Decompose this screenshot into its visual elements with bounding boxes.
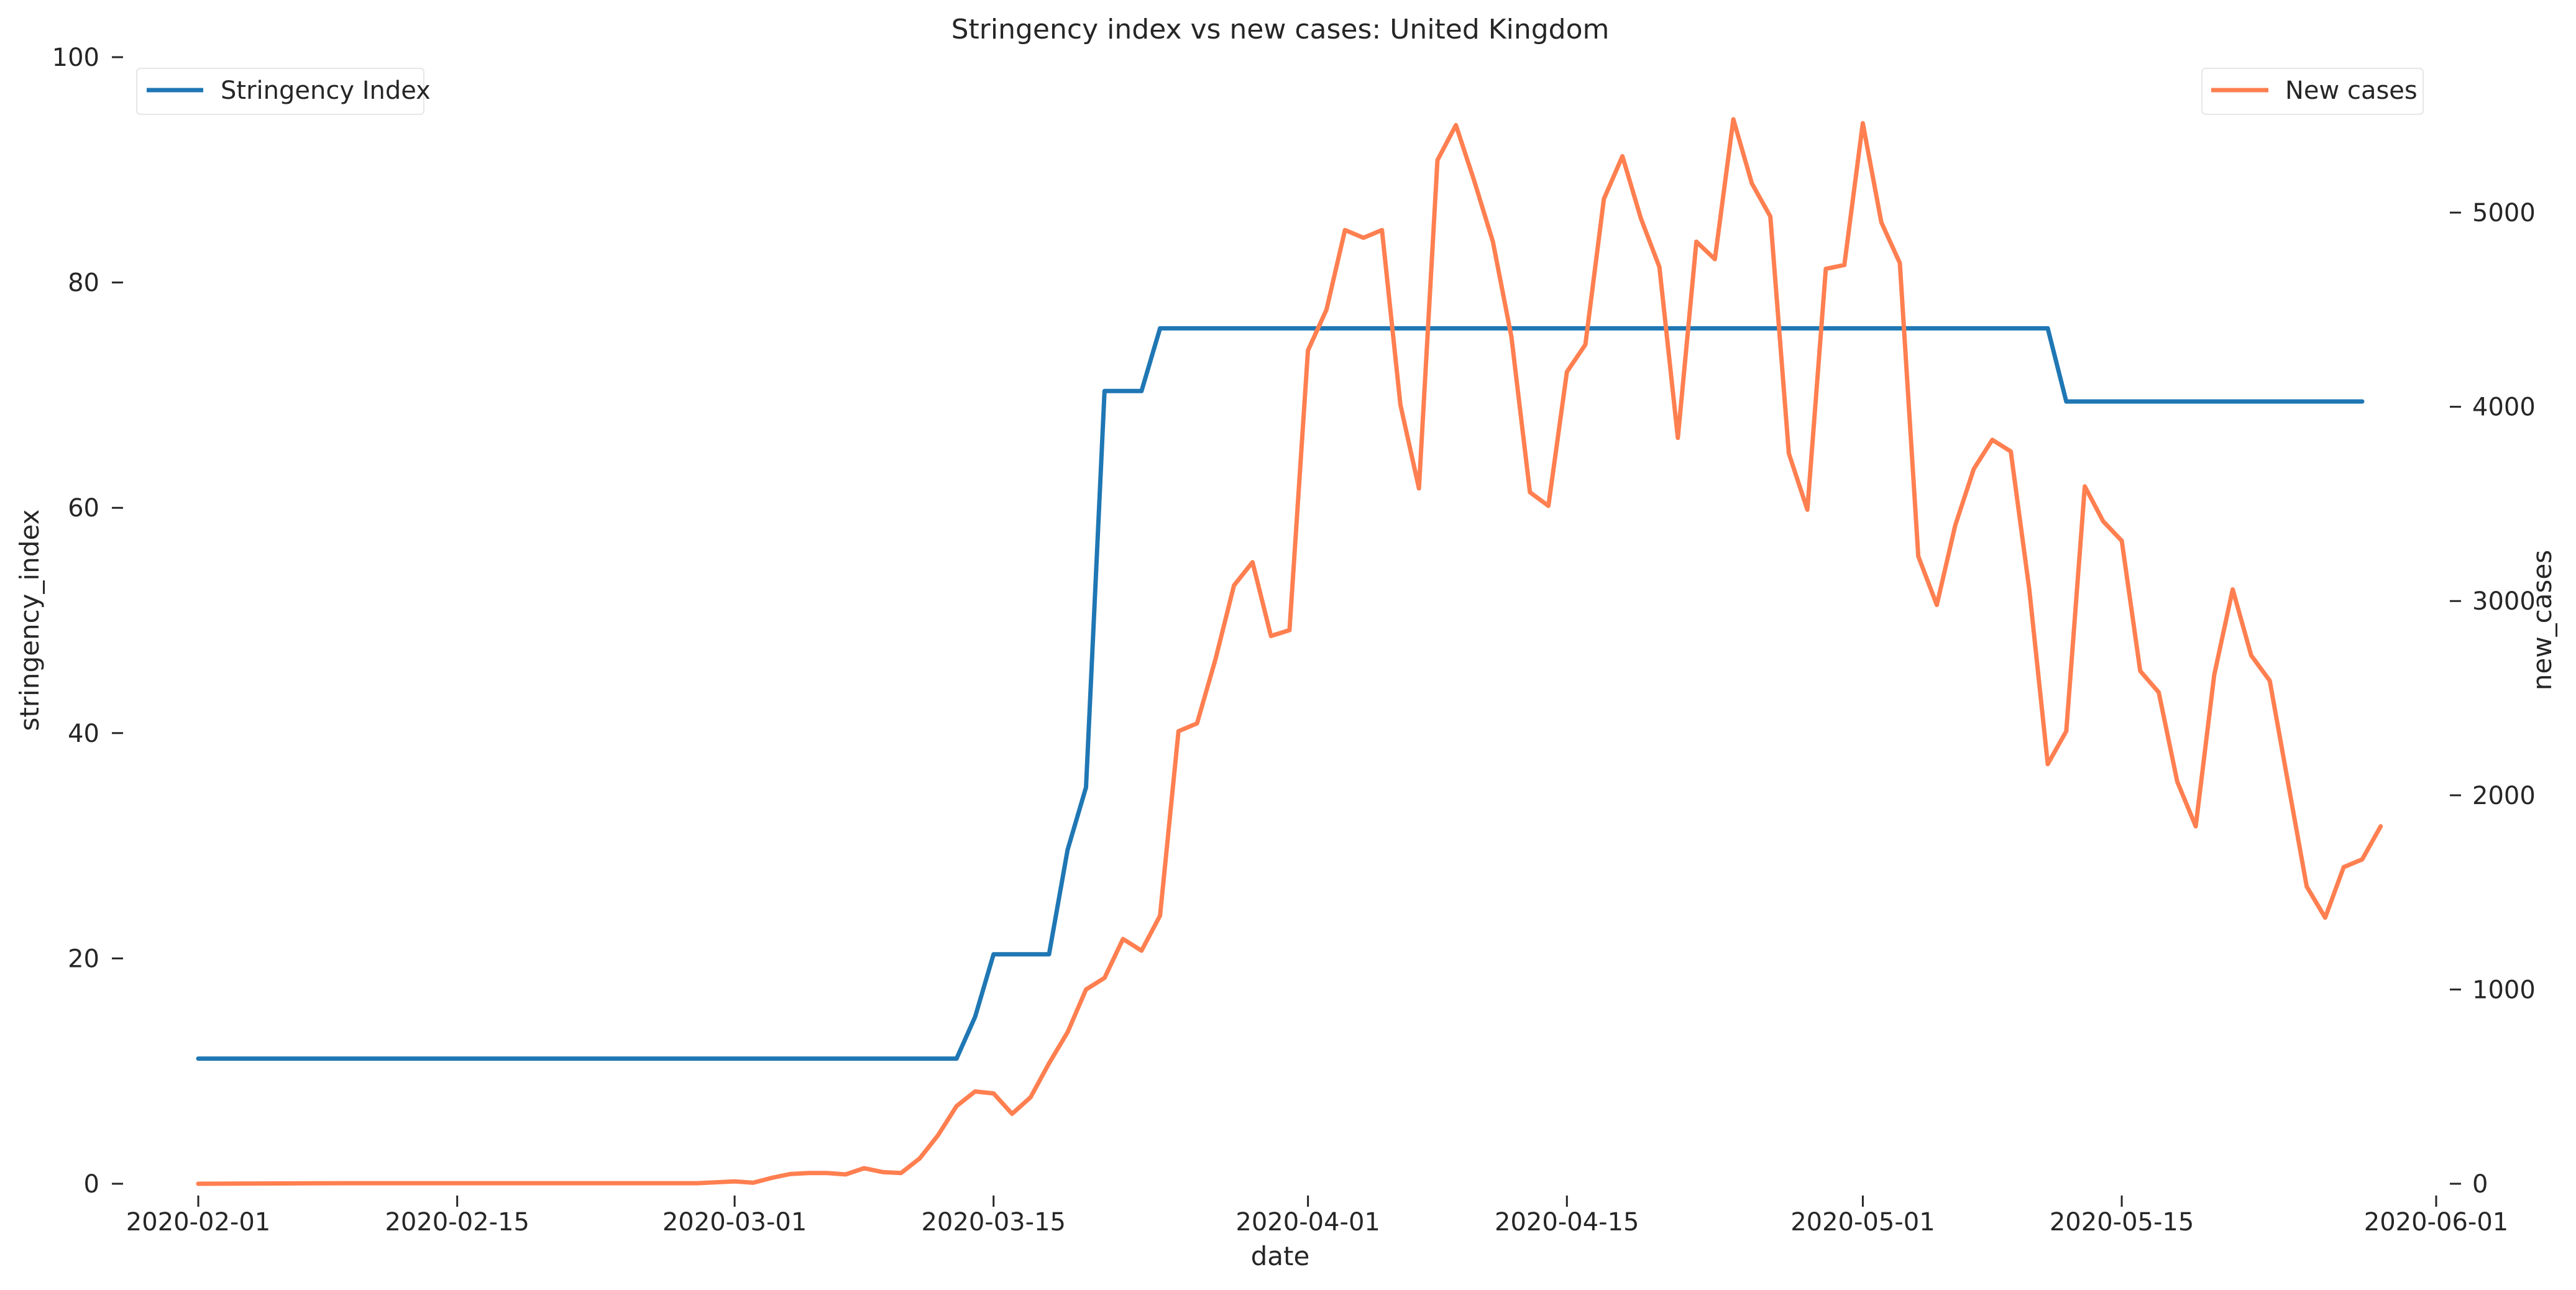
series-layer <box>196 117 2383 1186</box>
legend-right: New cases <box>2201 68 2424 115</box>
legend-right-frame <box>2201 68 2424 115</box>
x-tick-label: 2020-06-01 <box>2364 1208 2508 1237</box>
left-y-axis: 0 20 40 60 80 100 <box>52 43 123 1199</box>
x-tick-label: 2020-05-01 <box>1790 1208 1935 1237</box>
x-tick-label: 2020-03-01 <box>662 1208 807 1237</box>
right-y-tick-label: 1000 <box>2472 976 2536 1004</box>
left-y-tick-label: 100 <box>52 43 99 72</box>
x-tick-label: 2020-04-01 <box>1235 1208 1380 1237</box>
x-axis-label: date <box>1251 1241 1310 1271</box>
legend-left-frame <box>136 68 424 115</box>
left-y-tick-label: 0 <box>84 1170 99 1199</box>
new-cases-line <box>196 117 2383 1186</box>
x-tick-label: 2020-04-15 <box>1495 1208 1639 1237</box>
left-y-tick-label: 40 <box>68 720 99 748</box>
x-axis: 2020-02-01 2020-02-15 2020-03-01 2020-03-15… <box>126 1196 2508 1237</box>
x-tick-label: 2020-05-15 <box>2050 1208 2194 1237</box>
x-tick-label: 2020-03-15 <box>921 1208 1065 1237</box>
right-y-axis: 0 1000 2000 3000 4000 5000 <box>2450 199 2536 1199</box>
right-y-tick-label: 3000 <box>2472 587 2536 616</box>
right-y-tick-label: 0 <box>2472 1170 2488 1199</box>
right-y-tick-label: 4000 <box>2472 393 2536 422</box>
legend-left: Stringency Index <box>136 68 431 115</box>
left-y-tick-label: 60 <box>68 494 99 523</box>
x-tick-label: 2020-02-15 <box>385 1208 529 1237</box>
left-y-tick-label: 80 <box>68 269 99 298</box>
legend-left-label: Stringency Index <box>221 76 431 105</box>
legend-right-label: New cases <box>2285 76 2418 105</box>
y-axis-label-left: stringency_index <box>14 510 45 731</box>
x-tick-label: 2020-02-01 <box>126 1208 270 1237</box>
left-y-tick-label: 20 <box>68 945 99 973</box>
chart-title: Stringency index vs new cases: United Ki… <box>951 14 1610 45</box>
y-axis-label-right: new_cases <box>2527 550 2557 690</box>
right-y-tick-label: 2000 <box>2472 782 2536 810</box>
stringency-index-line <box>196 326 2365 1061</box>
right-y-tick-label: 5000 <box>2472 199 2536 227</box>
